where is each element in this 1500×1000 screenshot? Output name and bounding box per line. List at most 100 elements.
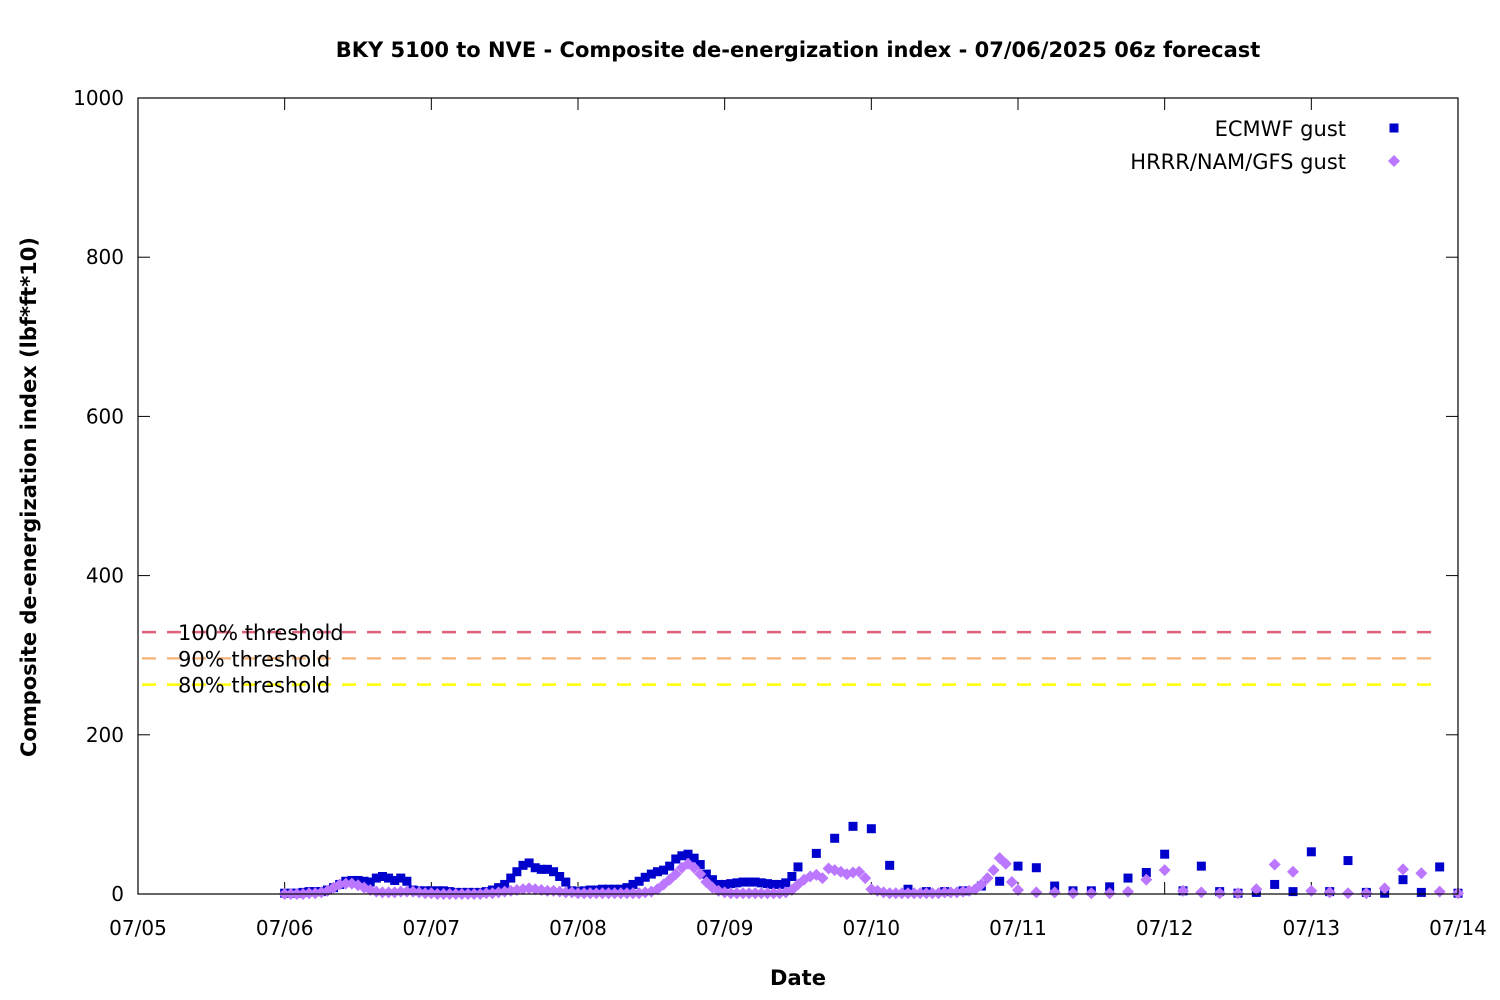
y-tick-label: 0	[111, 882, 124, 906]
data-point	[749, 887, 762, 900]
data-point	[518, 860, 528, 870]
data-point	[602, 887, 615, 900]
data-point	[628, 879, 638, 889]
data-point	[1306, 847, 1316, 857]
legend-label-hrrr: HRRR/NAM/GFS gust	[1130, 150, 1346, 174]
data-point	[1287, 865, 1299, 878]
data-point	[889, 887, 902, 900]
data-point	[1122, 885, 1134, 898]
data-point	[402, 876, 412, 886]
data-points	[278, 821, 1464, 900]
data-point	[1378, 882, 1391, 895]
data-point	[365, 877, 375, 887]
data-point	[394, 885, 407, 898]
data-point	[1195, 886, 1208, 899]
data-point	[938, 886, 951, 899]
data-point	[726, 879, 736, 889]
data-point	[339, 877, 352, 890]
x-tick-label: 07/12	[1136, 916, 1194, 940]
data-point	[559, 886, 572, 899]
data-point	[1270, 879, 1280, 889]
data-point	[578, 887, 591, 900]
data-point	[999, 857, 1012, 870]
data-point	[811, 848, 821, 858]
y-tick-label: 200	[86, 723, 124, 747]
data-point	[1360, 887, 1373, 900]
data-point	[743, 887, 756, 900]
data-point	[750, 877, 760, 887]
data-point	[1342, 887, 1354, 900]
y-tick-label: 1000	[73, 86, 124, 110]
data-point	[1416, 887, 1426, 897]
plot-frame	[137, 97, 1459, 895]
legend-marker-hrrr	[1388, 155, 1400, 167]
data-point	[1288, 887, 1298, 897]
data-point	[377, 871, 387, 881]
data-point	[1140, 873, 1153, 886]
data-point	[627, 887, 639, 900]
data-point	[975, 878, 988, 891]
data-point	[665, 861, 675, 871]
data-point	[1305, 884, 1318, 897]
data-point	[561, 877, 571, 887]
data-point	[787, 871, 797, 881]
data-point	[695, 860, 705, 870]
legend: ECMWF gust HRRR/NAM/GFS gust	[1130, 117, 1400, 174]
data-point	[530, 863, 540, 873]
data-point	[669, 868, 682, 881]
data-point	[1160, 849, 1170, 859]
data-point	[1085, 887, 1098, 900]
y-tick-label: 800	[86, 245, 124, 269]
x-tick-label: 07/14	[1429, 916, 1487, 940]
data-point	[536, 864, 546, 874]
data-point	[371, 873, 381, 883]
data-point	[926, 887, 939, 900]
data-point	[659, 865, 669, 875]
data-point	[895, 887, 908, 900]
data-point	[1013, 861, 1023, 871]
data-point	[1050, 881, 1060, 891]
x-tick-label: 07/11	[989, 916, 1047, 940]
x-tick-label: 07/10	[843, 916, 901, 940]
data-point	[640, 872, 650, 882]
data-point	[914, 887, 927, 900]
data-point	[634, 876, 644, 886]
data-point	[677, 851, 687, 861]
data-point	[1012, 884, 1024, 897]
data-point	[549, 867, 559, 877]
data-point	[590, 887, 603, 900]
data-point	[1268, 858, 1281, 871]
data-point	[981, 872, 994, 885]
data-point	[596, 887, 609, 900]
x-tick-label: 07/05	[109, 916, 167, 940]
data-point	[853, 865, 866, 878]
data-point	[737, 887, 749, 900]
data-point	[859, 872, 872, 885]
data-point	[793, 862, 803, 872]
data-point	[400, 885, 413, 898]
data-point	[767, 887, 780, 900]
data-point	[707, 875, 717, 885]
data-point	[761, 887, 774, 900]
data-point	[694, 868, 707, 881]
data-point	[714, 879, 724, 889]
data-point	[1415, 867, 1428, 880]
data-point	[500, 879, 510, 889]
data-point	[1141, 868, 1151, 878]
data-point	[620, 887, 633, 900]
data-point	[781, 878, 791, 888]
data-point	[1123, 873, 1133, 883]
data-point	[1398, 875, 1408, 885]
data-point	[572, 887, 584, 900]
data-point	[902, 887, 914, 900]
data-point	[1435, 862, 1445, 872]
data-point	[944, 886, 957, 899]
data-point	[1250, 883, 1263, 896]
x-tick-label: 07/06	[256, 916, 314, 940]
data-point	[382, 886, 395, 899]
data-point	[542, 864, 552, 874]
data-point	[1067, 887, 1079, 900]
data-point	[512, 867, 522, 877]
data-point	[1048, 886, 1061, 899]
